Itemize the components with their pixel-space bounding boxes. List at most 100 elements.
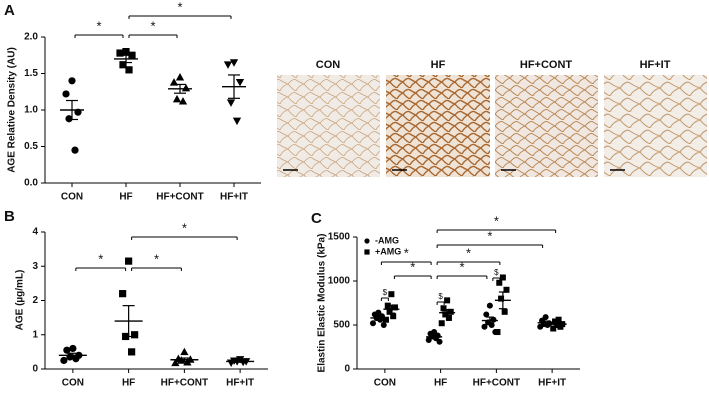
micrograph-label: HF+CONT xyxy=(520,59,573,71)
data-point xyxy=(171,358,180,367)
data-point xyxy=(501,308,508,315)
x-tick-label: HF xyxy=(119,192,132,203)
data-point xyxy=(382,316,389,323)
data-point xyxy=(537,323,544,330)
data-point xyxy=(175,73,185,81)
significance-label: $ xyxy=(494,268,499,277)
micrograph xyxy=(495,75,598,177)
y-tick-label: 2 xyxy=(32,295,38,306)
significance-label: * xyxy=(459,259,464,274)
y-tick-label: 2.0 xyxy=(24,32,38,43)
panel-label: B xyxy=(4,208,15,225)
data-point xyxy=(119,290,127,298)
x-tick-label: HF+IT xyxy=(220,192,248,203)
data-point xyxy=(440,305,447,312)
data-point xyxy=(71,146,79,154)
significance-label: $ xyxy=(438,292,443,301)
data-point xyxy=(229,59,239,67)
data-point xyxy=(436,338,443,345)
y-tick-label: 0 xyxy=(344,364,350,375)
data-point xyxy=(442,311,449,318)
y-tick-label: 1000 xyxy=(328,276,351,287)
data-point xyxy=(481,323,488,330)
data-point xyxy=(438,320,445,327)
significance-label: * xyxy=(154,251,159,266)
significance-label: $ xyxy=(383,288,388,297)
y-tick-label: 4 xyxy=(32,227,38,238)
data-point xyxy=(555,316,562,323)
x-tick-label: HF+CONT xyxy=(156,192,204,203)
data-point xyxy=(180,347,189,356)
data-point xyxy=(62,90,70,98)
y-axis-label: AGE (µg/mL) xyxy=(15,270,26,331)
y-axis-label: AGE Relative Density (AU) xyxy=(7,47,18,173)
data-point xyxy=(119,61,127,69)
data-point xyxy=(232,117,242,126)
significance-label: * xyxy=(494,213,499,228)
data-point xyxy=(557,323,564,330)
data-point xyxy=(496,279,503,286)
micrograph-label: HF+IT xyxy=(640,59,671,71)
data-point xyxy=(380,322,387,328)
data-point xyxy=(65,115,73,123)
data-point xyxy=(447,308,454,315)
data-point xyxy=(223,61,233,69)
data-point xyxy=(486,302,493,309)
micrograph xyxy=(277,75,380,177)
y-tick-label: 0.0 xyxy=(24,178,38,189)
significance-label: * xyxy=(404,245,409,260)
data-point xyxy=(178,97,188,105)
legend-marker xyxy=(364,238,370,244)
data-point xyxy=(69,344,77,353)
y-tick-label: 1 xyxy=(32,329,38,340)
data-point xyxy=(68,77,76,85)
data-point xyxy=(390,313,397,320)
y-axis-label: Elastin Elastic Modulus (kPa) xyxy=(317,234,328,373)
data-point xyxy=(169,78,179,86)
significance-label: * xyxy=(150,18,155,33)
legend-label: +AMG xyxy=(375,246,401,256)
x-tick-label: HF+CONT xyxy=(161,378,209,389)
data-point xyxy=(235,78,245,87)
data-point xyxy=(172,94,182,103)
micrograph xyxy=(604,75,707,177)
data-point xyxy=(499,274,506,281)
data-point xyxy=(60,356,68,365)
data-point xyxy=(483,311,490,318)
panel-label: C xyxy=(311,210,322,227)
y-tick-label: 0 xyxy=(32,364,38,375)
data-point xyxy=(131,331,139,339)
micrograph-panel: CON HF HF+CONT HF+IT xyxy=(277,59,707,177)
y-tick-label: 500 xyxy=(333,320,350,331)
x-tick-label: HF xyxy=(434,378,447,389)
x-tick-label: CON xyxy=(61,192,83,203)
data-point xyxy=(63,346,71,354)
data-point xyxy=(125,66,133,74)
legend-label: -AMG xyxy=(375,235,399,245)
x-tick-label: CON xyxy=(374,378,396,389)
panel-label: A xyxy=(4,2,15,19)
significance-label: * xyxy=(182,220,187,235)
significance-label: * xyxy=(96,18,101,33)
micrograph-label: CON xyxy=(316,59,341,71)
y-tick-label: 3 xyxy=(32,261,38,272)
significance-label: * xyxy=(410,259,415,274)
legend-marker xyxy=(364,249,370,255)
data-point xyxy=(128,348,136,356)
data-point xyxy=(125,257,133,265)
y-tick-label: 0.5 xyxy=(24,141,38,152)
significance-label: * xyxy=(466,245,471,260)
data-point xyxy=(552,318,559,325)
micrograph xyxy=(386,75,490,177)
x-tick-label: HF+CONT xyxy=(473,378,521,389)
y-tick-label: 1.5 xyxy=(24,68,38,79)
data-point xyxy=(122,48,130,56)
y-tick-label: 1.0 xyxy=(24,105,38,116)
data-point xyxy=(550,325,557,332)
data-point xyxy=(116,49,124,57)
x-tick-label: HF+IT xyxy=(226,378,254,389)
data-point xyxy=(498,295,505,302)
data-point xyxy=(386,308,393,315)
significance-label: * xyxy=(177,0,182,14)
